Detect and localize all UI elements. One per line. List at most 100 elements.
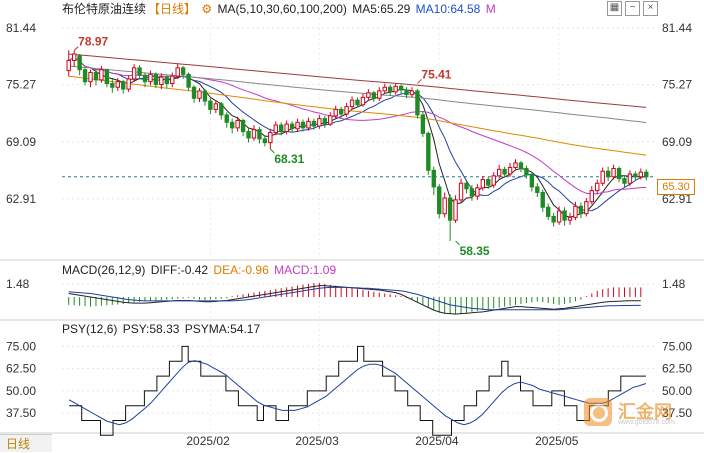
period-tab[interactable]: 日线 xyxy=(0,434,52,452)
candle-body xyxy=(562,210,567,221)
candle-body xyxy=(197,90,202,99)
annotation-label: 58.35 xyxy=(460,244,490,258)
candle-body xyxy=(546,206,551,217)
candle-body xyxy=(153,73,159,85)
logo-badge-icon xyxy=(584,398,612,426)
annotation-label: 75.41 xyxy=(421,67,451,81)
ma100-line xyxy=(68,65,647,124)
candle-body xyxy=(491,175,496,186)
x-tick-label: 2025/02 xyxy=(186,434,230,448)
psy-value: PSY:58.33 xyxy=(122,322,180,336)
candle-body xyxy=(180,67,186,75)
y-tick-label-right: 62.91 xyxy=(662,192,692,206)
axis-layer: 81.44 81.44 75.27 75.27 69.09 69.09 62.91 62.91… xyxy=(6,21,692,448)
candle-body xyxy=(104,69,110,85)
candle-body xyxy=(464,182,469,190)
candle-body xyxy=(126,78,131,90)
candle-body xyxy=(496,168,502,177)
candle-body xyxy=(235,119,240,129)
y-tick-label-right: 69.09 xyxy=(662,135,692,149)
candle-body xyxy=(388,86,393,93)
candle-body xyxy=(458,182,464,201)
annotation-pointer xyxy=(417,79,422,84)
instrument-title[interactable]: 布伦特原油连续 xyxy=(62,2,147,16)
close-icon[interactable]: × xyxy=(643,1,658,16)
annotation-pointer xyxy=(269,148,275,154)
candle-body xyxy=(426,132,431,171)
candle-body xyxy=(289,123,295,130)
candle-body xyxy=(622,178,627,184)
candle-body xyxy=(300,121,306,129)
ma60-line xyxy=(68,75,647,156)
x-tick-label: 2025/04 xyxy=(415,434,459,448)
candle-body xyxy=(616,167,622,180)
x-tick-label: 2025/03 xyxy=(295,434,339,448)
candle-body xyxy=(355,99,360,106)
psy-params-label[interactable]: PSY(12,6) xyxy=(62,322,118,336)
candle-body xyxy=(393,85,398,93)
candle-body xyxy=(279,124,284,133)
candle-body xyxy=(567,216,573,221)
candle-body xyxy=(306,120,311,129)
y-tick-label-left: 69.09 xyxy=(6,135,36,149)
candle-body xyxy=(159,76,164,85)
candle-body xyxy=(115,81,120,88)
current-price-tag: 65.30 xyxy=(657,179,695,195)
period-selector[interactable]: 【日线】 xyxy=(148,2,197,16)
candle-body xyxy=(82,69,88,83)
minus-icon[interactable]: − xyxy=(625,1,640,16)
candle-body xyxy=(213,103,219,110)
candle-body xyxy=(110,83,115,88)
candle-body xyxy=(99,69,104,81)
candle-body xyxy=(360,96,366,106)
annotation-pointer xyxy=(455,240,460,246)
grid-view-icon[interactable]: ▦ xyxy=(607,1,622,16)
candle-body xyxy=(262,138,268,144)
candle-body xyxy=(518,162,524,169)
candle-body xyxy=(88,71,93,83)
candle-body xyxy=(480,179,486,189)
candle-body xyxy=(268,131,273,144)
candle-body xyxy=(77,55,82,71)
candle-body xyxy=(333,108,338,117)
candle-body xyxy=(66,59,71,72)
candle-body xyxy=(507,167,513,175)
logo-url: www.gold678.com xyxy=(618,419,675,426)
candle-body xyxy=(431,169,436,188)
candle-body xyxy=(589,190,594,203)
candle-body xyxy=(638,171,644,178)
candle-body xyxy=(71,53,77,61)
candle-body xyxy=(349,99,355,108)
ma-more-flag[interactable]: M xyxy=(485,2,496,16)
macd-dea-line xyxy=(68,286,641,311)
candle-body xyxy=(453,199,458,221)
candle-body xyxy=(322,118,327,125)
candle-body xyxy=(469,188,475,197)
settings-icon[interactable]: ⚙ xyxy=(201,2,213,16)
psyma-line xyxy=(68,360,647,426)
candle-body xyxy=(251,129,257,139)
candle-body xyxy=(573,205,578,218)
candle-body xyxy=(240,119,246,133)
candle-body xyxy=(229,121,235,129)
ma30-line xyxy=(68,56,647,195)
candle-body xyxy=(257,129,262,140)
candle-body xyxy=(627,173,633,184)
macd-tick-right: 1.48 xyxy=(662,277,686,291)
candle-body xyxy=(219,103,224,116)
candle-body xyxy=(404,89,409,96)
candle-body xyxy=(191,86,197,99)
candle-body xyxy=(202,90,208,102)
y-tick-label-right: 75.27 xyxy=(662,78,692,92)
candle-layer xyxy=(66,50,649,241)
psy-tick-right: 37.50 xyxy=(662,406,692,420)
macd-header: MACD(26,12,9) DIFF:-0.42 DEA:-0.96 MACD:… xyxy=(62,261,338,279)
psyma-value: PSYMA:54.17 xyxy=(184,322,261,336)
candle-body xyxy=(344,106,349,115)
macd-params-label[interactable]: MACD(26,12,9) xyxy=(62,263,146,277)
macd-tick-left: 1.48 xyxy=(6,277,30,291)
gold678-logo: 汇金网 www.gold678.com xyxy=(580,396,690,430)
ma-params-label[interactable]: MA(5,10,30,60,100,200) xyxy=(217,2,347,16)
candle-body xyxy=(284,123,289,133)
